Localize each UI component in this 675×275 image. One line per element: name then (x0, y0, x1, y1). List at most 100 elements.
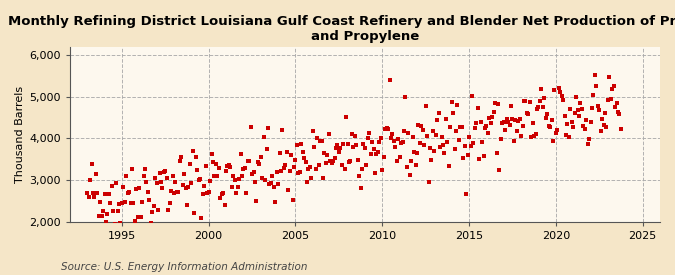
Point (267, 174, 277, 178)
Point (452, 102, 463, 107)
Point (310, 167, 321, 171)
Point (560, 133, 571, 138)
Point (113, 202, 124, 207)
Point (145, 221, 156, 225)
Point (478, 153, 489, 158)
Point (566, 120, 577, 125)
Point (261, 147, 272, 152)
Point (512, 129, 522, 133)
Point (540, 116, 551, 120)
Point (385, 135, 396, 140)
Point (338, 142, 348, 146)
Point (283, 188, 294, 192)
Point (138, 174, 149, 178)
Point (594, 108, 605, 112)
Point (205, 179, 215, 183)
Point (245, 125, 256, 129)
Point (361, 163, 372, 167)
Point (468, 141, 479, 145)
Point (221, 169, 232, 174)
Title: Monthly Refining District Louisiana Gulf Coast Refinery and Blender Net Producti: Monthly Refining District Louisiana Gulf… (8, 15, 675, 43)
Point (471, 121, 482, 126)
Point (294, 170, 305, 174)
Point (142, 190, 153, 194)
Point (289, 165, 300, 169)
Point (231, 191, 242, 195)
Point (173, 190, 184, 194)
Point (86, 162, 97, 167)
Point (362, 136, 373, 140)
Point (356, 167, 367, 171)
Point (475, 120, 486, 125)
Point (358, 142, 369, 146)
Point (595, 129, 606, 133)
Point (610, 105, 620, 109)
Point (264, 182, 275, 186)
Point (414, 141, 425, 145)
Point (183, 185, 194, 189)
Point (367, 139, 377, 144)
Point (487, 114, 497, 119)
Point (248, 170, 259, 174)
Point (402, 165, 412, 170)
Point (483, 131, 493, 135)
Point (603, 97, 614, 102)
Point (190, 155, 201, 159)
Point (508, 139, 519, 144)
Point (530, 132, 541, 136)
Point (202, 191, 213, 196)
Point (461, 192, 472, 197)
Point (131, 187, 142, 191)
Point (279, 166, 290, 170)
Point (127, 167, 138, 172)
Point (448, 111, 458, 116)
Point (107, 183, 117, 188)
Point (340, 167, 350, 171)
Point (284, 169, 295, 174)
Point (115, 221, 126, 226)
Point (170, 180, 181, 185)
Point (335, 146, 346, 151)
Point (184, 162, 195, 166)
Point (431, 132, 441, 137)
Point (393, 137, 404, 141)
Point (315, 139, 325, 143)
Point (99, 192, 110, 196)
Point (89, 195, 100, 200)
Point (466, 94, 477, 98)
Point (537, 105, 548, 110)
Point (427, 129, 438, 134)
Point (148, 204, 159, 209)
Point (364, 131, 375, 135)
Point (118, 185, 129, 189)
Point (488, 110, 499, 114)
Point (82, 191, 92, 195)
Point (588, 93, 599, 98)
Point (109, 222, 120, 226)
Point (178, 183, 188, 187)
Point (555, 90, 566, 94)
Point (498, 120, 509, 124)
Point (297, 150, 308, 154)
Point (235, 152, 246, 156)
Point (368, 147, 379, 151)
Point (103, 192, 114, 196)
Point (198, 192, 209, 196)
Point (346, 132, 357, 136)
Point (416, 124, 427, 128)
Point (542, 111, 553, 116)
Point (240, 166, 250, 170)
Point (199, 184, 210, 188)
Point (299, 156, 310, 160)
Point (111, 180, 122, 185)
Point (112, 208, 123, 213)
Point (256, 176, 267, 180)
Point (280, 163, 291, 167)
Point (189, 211, 200, 215)
Point (599, 111, 610, 116)
Point (445, 125, 456, 130)
Point (277, 128, 288, 132)
Point (312, 136, 323, 140)
Point (429, 149, 439, 153)
Point (341, 115, 352, 120)
